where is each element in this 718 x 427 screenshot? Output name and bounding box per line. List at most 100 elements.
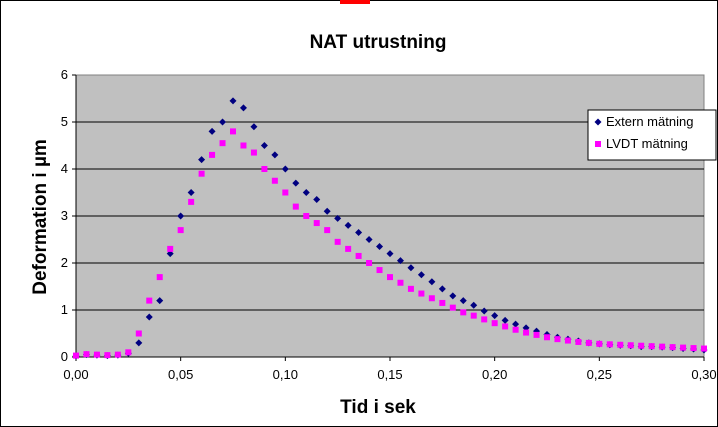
data-point [345, 245, 352, 252]
data-point [470, 301, 478, 309]
data-point [585, 339, 592, 346]
top-red-mark [340, 0, 370, 4]
data-point [376, 267, 383, 274]
data-point [114, 351, 121, 358]
data-point [167, 245, 174, 252]
data-point [125, 349, 132, 356]
data-point [135, 339, 143, 347]
data-point [459, 297, 467, 305]
y-tick-label: 5 [61, 114, 68, 129]
y-axis-title: Deformation i µm [30, 139, 51, 295]
data-point [250, 149, 257, 156]
data-point [344, 221, 352, 229]
series-2 [73, 128, 707, 359]
y-tick-label: 3 [61, 208, 68, 223]
chart-title: NAT utrustning [310, 32, 447, 53]
data-point [512, 326, 519, 333]
data-point [554, 336, 561, 343]
legend-box [587, 109, 717, 161]
data-point [376, 243, 384, 251]
data-point [313, 220, 320, 227]
x-tick-label: 0,00 [63, 367, 88, 382]
data-point [187, 189, 195, 196]
data-point [449, 292, 457, 300]
y-tick-label: 0 [61, 349, 68, 364]
y-tick-label: 2 [61, 255, 68, 270]
data-point [93, 351, 100, 358]
data-point [480, 307, 488, 315]
data-point [648, 343, 655, 350]
data-point [365, 236, 373, 243]
data-point [638, 342, 645, 349]
data-point [669, 344, 676, 351]
data-point [303, 213, 310, 219]
data-point [596, 340, 603, 347]
data-point [261, 166, 268, 172]
x-axis-title: Tid i sek [340, 397, 416, 418]
data-point [397, 279, 404, 286]
legend: Extern mätning LVDT mätning [587, 109, 717, 161]
data-point [470, 312, 477, 319]
data-point [417, 271, 425, 279]
data-point [177, 227, 184, 234]
data-point [334, 238, 341, 245]
data-point [501, 316, 509, 324]
data-point [313, 196, 321, 204]
data-point [439, 299, 446, 306]
data-point [575, 338, 582, 345]
data-point [104, 352, 111, 359]
data-point [407, 264, 415, 272]
legend-marker [594, 118, 602, 126]
data-point [512, 320, 520, 328]
data-point [240, 142, 247, 149]
data-point [219, 140, 226, 147]
legend-label: LVDT mätning [606, 136, 688, 151]
data-point [188, 198, 195, 205]
data-point [156, 274, 163, 281]
x-tick-label: 0,30 [691, 367, 716, 382]
data-point [428, 295, 435, 302]
legend-label: Extern mätning [606, 114, 693, 129]
data-point [481, 316, 488, 323]
data-point [271, 151, 279, 159]
data-point [533, 331, 540, 338]
data-point [627, 342, 634, 349]
data-point [282, 189, 289, 196]
data-point [502, 323, 509, 330]
data-point [355, 252, 362, 259]
x-tick-label: 0,15 [377, 367, 402, 382]
data-point [198, 170, 205, 177]
data-point [396, 257, 404, 265]
data-point [355, 228, 363, 236]
data-point [260, 142, 268, 149]
data-point [323, 207, 331, 215]
data-point [386, 250, 394, 258]
data-point [198, 156, 206, 164]
data-point [449, 304, 456, 311]
data-point [271, 177, 278, 184]
data-point [701, 345, 707, 352]
data-point [135, 330, 142, 337]
data-point [208, 127, 216, 135]
x-tick-label: 0,20 [482, 367, 507, 382]
data-point [438, 285, 446, 293]
data-point [418, 290, 425, 297]
data-point [250, 123, 258, 131]
data-point [334, 214, 342, 222]
data-point [146, 297, 153, 304]
data-point [292, 203, 299, 210]
data-point [366, 260, 373, 266]
y-tick-label: 4 [61, 161, 68, 176]
data-point [491, 312, 499, 320]
data-point [230, 128, 236, 135]
y-tick-label: 1 [61, 302, 68, 317]
legend-marker [595, 141, 601, 147]
data-point [523, 329, 530, 336]
data-point [302, 189, 310, 196]
data-point [83, 351, 90, 358]
data-point [281, 165, 289, 173]
data-point [229, 97, 237, 105]
data-point [617, 341, 624, 348]
x-tick-label: 0,10 [273, 367, 298, 382]
